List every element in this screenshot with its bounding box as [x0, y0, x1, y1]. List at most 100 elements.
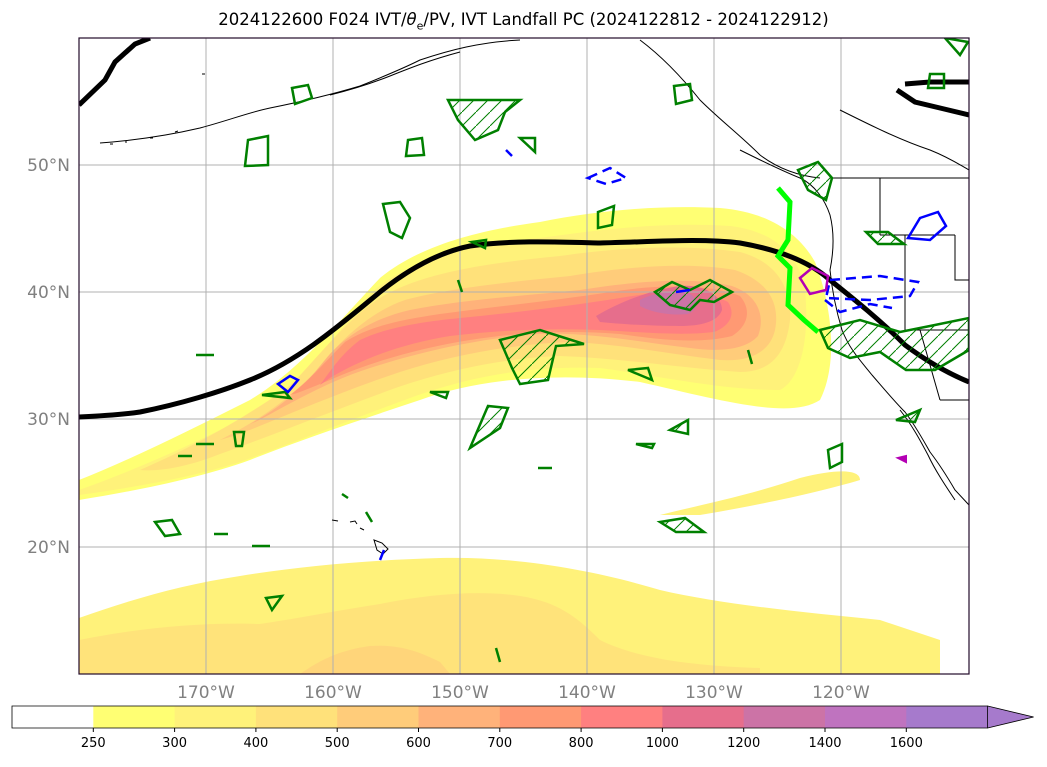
pv-11 — [943, 38, 969, 58]
colorbar-label: 400 — [243, 736, 268, 751]
alaska-peninsula — [329, 51, 461, 96]
pv-7 — [596, 204, 616, 230]
theta-e-ne — [895, 87, 969, 118]
pv-23 — [895, 407, 923, 424]
pv-18 — [261, 390, 293, 400]
neg-4 — [905, 210, 948, 242]
pv-15 — [498, 328, 585, 386]
colorbar: 250 300 400 500 600 700 800 1000 1200 1400 1600 — [11, 705, 1034, 751]
pv-30 — [264, 594, 285, 613]
neg-7 — [505, 149, 513, 157]
pv-28 — [635, 442, 657, 450]
neg-5 — [275, 374, 300, 394]
pv-26 — [232, 430, 246, 448]
se-alaska-coast — [639, 39, 821, 179]
colorbar-label: 1200 — [727, 736, 760, 751]
lon-labels: 170°W 160°W 150°W 140°W 130°W 120°W — [177, 683, 870, 703]
pv-21 — [467, 404, 510, 452]
pv-2 — [445, 98, 524, 142]
negative-contours — [275, 149, 948, 561]
neg-8 — [378, 549, 386, 561]
colorbar-label: 500 — [325, 736, 350, 751]
pv-37 — [456, 279, 464, 293]
colorbar-label: 1000 — [646, 736, 679, 751]
colorbar-segment — [12, 706, 94, 728]
lon-label-160w: 160°W — [304, 683, 362, 703]
colorbar-segment — [825, 706, 907, 728]
islands — [110, 73, 389, 555]
pv-38 — [364, 511, 374, 523]
theta-e-nw — [79, 38, 151, 107]
theta-e-ne-2 — [904, 79, 969, 87]
pv-3 — [243, 134, 270, 168]
lat-labels: 50°N 40°N 30°N 20°N — [27, 156, 70, 558]
pv-5 — [516, 136, 537, 155]
magenta-contour-2 — [895, 454, 907, 464]
pv-16 — [818, 316, 969, 372]
lon-label-130w: 130°W — [685, 683, 743, 703]
pv-20 — [627, 366, 655, 383]
pv-1 — [290, 83, 314, 106]
colorbar-label: 250 — [81, 736, 106, 751]
pv-10 — [926, 72, 946, 90]
map-title: 2024122600 F024 IVT/θe/PV, IVT Landfall … — [218, 10, 829, 33]
lon-label-170w: 170°W — [177, 683, 235, 703]
pv-13 — [862, 230, 908, 246]
neg-3 — [824, 299, 893, 314]
map-area — [79, 38, 969, 674]
pv-24 — [826, 442, 844, 470]
pv-9 — [672, 82, 694, 106]
pv-39 — [341, 492, 349, 500]
colorbar-segment — [174, 706, 257, 728]
pv-4 — [404, 136, 426, 158]
colorbar-segment — [743, 706, 826, 728]
neg-2 — [824, 274, 920, 302]
lat-label-50: 50°N — [27, 156, 70, 176]
pv-contours — [152, 38, 969, 663]
colorbar-segment — [93, 706, 176, 728]
neg-6 — [675, 288, 691, 294]
pv-36 — [746, 349, 754, 365]
pv-8 — [467, 238, 488, 250]
neg-1 — [584, 166, 630, 186]
ivt-south-band-300 — [79, 593, 760, 674]
lon-label-140w: 140°W — [558, 683, 616, 703]
colorbar-label: 600 — [406, 736, 431, 751]
lat-label-40: 40°N — [27, 283, 70, 303]
colorbar-segment — [418, 706, 501, 728]
lat-label-20: 20°N — [27, 538, 70, 558]
colorbar-segment — [255, 706, 338, 728]
pv-27 — [656, 516, 708, 534]
canada-border — [839, 109, 969, 171]
colorbar-label: 800 — [569, 736, 594, 751]
magenta-contour — [798, 266, 830, 296]
lon-label-120w: 120°W — [812, 683, 870, 703]
colorbar-segment — [906, 706, 989, 728]
pv-12 — [796, 160, 834, 202]
aleutian-dots — [110, 73, 205, 145]
colorbar-segment — [337, 706, 419, 728]
map-frame — [78, 37, 970, 675]
pv-25 — [152, 518, 183, 538]
ivt-subtropical-strip — [660, 471, 860, 515]
hawaii-islands — [331, 519, 389, 555]
pv-14 — [652, 278, 735, 312]
colorbar-extend-arrow — [987, 705, 1034, 729]
colorbar-label: 700 — [487, 736, 512, 751]
colorbar-segment — [662, 706, 745, 728]
pv-19 — [429, 390, 450, 400]
gridlines — [79, 38, 969, 674]
landfall-path — [774, 186, 820, 334]
alaska-coast — [99, 39, 521, 144]
colorbar-segment — [581, 706, 663, 728]
colorbar-segment — [499, 706, 582, 728]
colorbar-label: 300 — [162, 736, 187, 751]
pv-6 — [381, 200, 412, 240]
pv-35 — [494, 647, 502, 663]
lat-label-30: 30°N — [27, 410, 70, 430]
pv-22 — [666, 417, 690, 436]
ivt-south-band-400 — [300, 645, 450, 674]
lon-label-150w: 150°W — [431, 683, 489, 703]
colorbar-label: 1400 — [808, 736, 841, 751]
